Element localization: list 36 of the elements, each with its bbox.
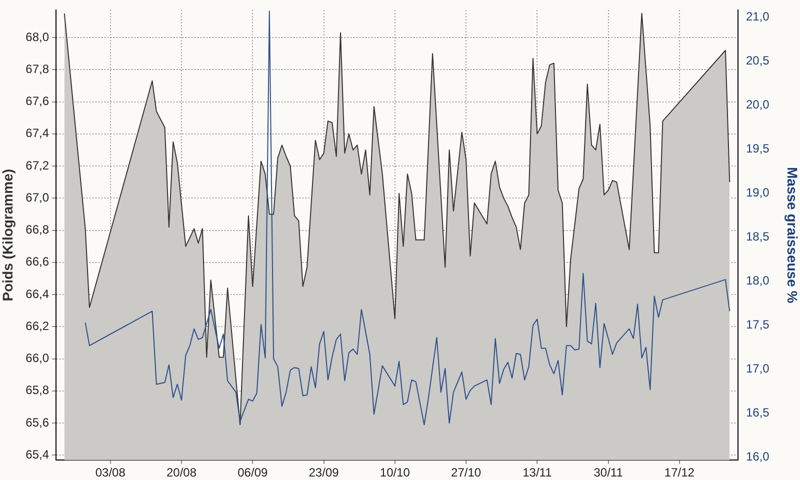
y2-tick-label: 17,0	[746, 362, 770, 376]
x-tick-label: 17/12	[664, 466, 695, 480]
y2-tick-label: 16,0	[746, 450, 770, 464]
y-tick-label: 68,0	[26, 30, 50, 44]
y-tick-label: 66,0	[26, 351, 50, 366]
y-tick-label: 67,6	[26, 94, 50, 108]
x-tick-label: 30/11	[594, 466, 624, 480]
x-tick-label: 20/08	[166, 466, 197, 480]
y-tick-label: 67,4	[26, 126, 50, 140]
y-tick-label: 66,4	[26, 286, 50, 301]
y2-tick-label: 18,5	[746, 230, 770, 244]
y2-axis-title: Masse graisseuse %	[784, 167, 800, 304]
y2-tick-label: 16,5	[746, 406, 770, 420]
x-tick-label: 06/09	[238, 466, 268, 480]
y-tick-label: 67,2	[26, 158, 50, 172]
y2-tick-label: 21,0	[746, 10, 770, 24]
x-tick-label: 13/11	[522, 466, 552, 480]
y-tick-label: 66,2	[26, 318, 50, 333]
x-tick-label: 03/08	[95, 466, 126, 480]
y2-tick-label: 19,5	[746, 142, 770, 156]
y-tick-label: 65,4	[26, 447, 50, 462]
y-tick-label: 65,8	[26, 383, 50, 398]
y2-tick-label: 18,0	[746, 274, 770, 288]
y2-tick-label: 20,5	[746, 54, 770, 68]
x-tick-label: 27/10	[451, 466, 482, 480]
y2-tick-label: 20,0	[746, 98, 770, 112]
y-tick-label: 66,6	[26, 254, 50, 269]
y-tick-label: 67,8	[26, 62, 50, 76]
y-tick-label: 66,8	[26, 222, 50, 237]
y2-tick-label: 17,5	[746, 318, 770, 332]
x-tick-label: 23/09	[308, 466, 340, 480]
y-tick-label: 67,0	[26, 190, 50, 204]
x-tick-label: 10/10	[380, 466, 410, 480]
y2-tick-label: 19,0	[746, 186, 770, 200]
y-tick-label: 65,6	[26, 415, 50, 430]
y-axis-title: Poids (Kilogramme)	[0, 168, 16, 302]
